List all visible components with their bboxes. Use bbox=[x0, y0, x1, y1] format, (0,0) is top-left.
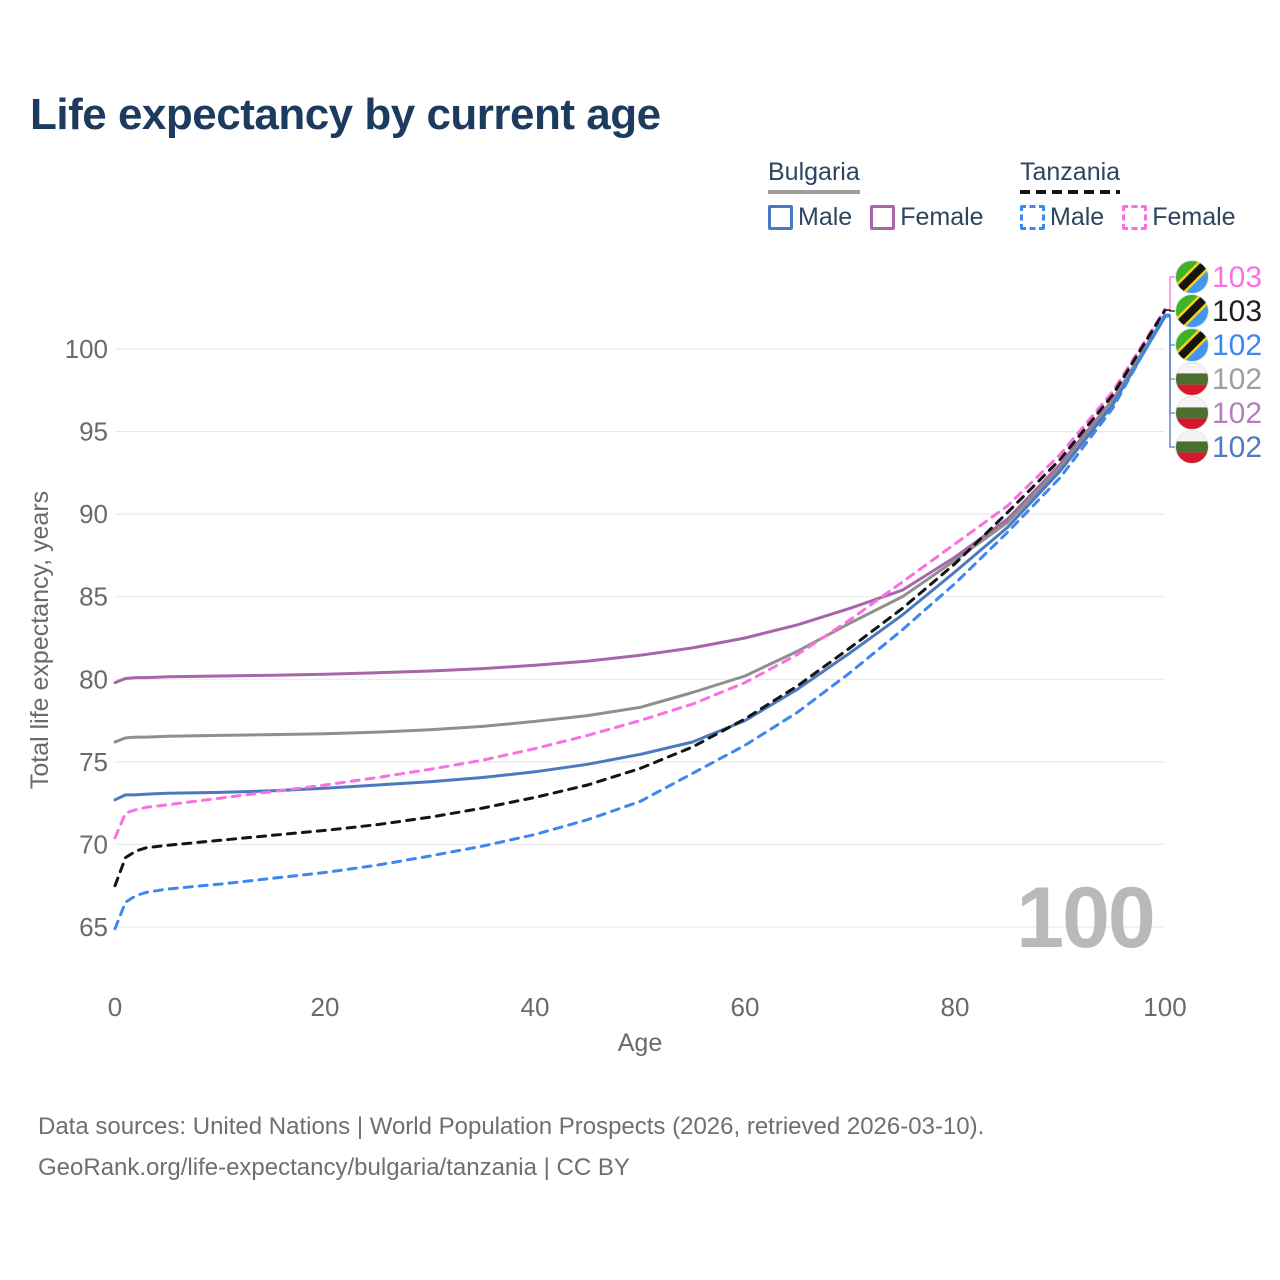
legend-item-bulgaria-male[interactable]: Male bbox=[768, 203, 852, 232]
legend-swatch-bulgaria-female[interactable] bbox=[870, 205, 896, 230]
y-axis-title: Total life expectancy, years bbox=[26, 491, 54, 789]
legend-item-bulgaria-female[interactable]: Female bbox=[870, 203, 984, 232]
age-watermark: 100 bbox=[1016, 870, 1154, 966]
series-line-tanzania-female[interactable] bbox=[113, 307, 1167, 840]
end-value-label-tanzania-female: 103 bbox=[1212, 261, 1262, 294]
legend-label: Female bbox=[1152, 203, 1236, 231]
end-value-label-tanzania-male: 102 bbox=[1212, 329, 1262, 362]
legend-label: Male bbox=[798, 203, 853, 231]
series-line-bulgaria-female[interactable] bbox=[113, 314, 1167, 685]
series-line-tanzania-both-sexes[interactable] bbox=[113, 308, 1167, 888]
legend-swatch-tanzania-male[interactable] bbox=[1020, 205, 1045, 230]
x-tick-label: 0 bbox=[108, 992, 122, 1022]
end-value-label-tanzania-both-sexes: 103 bbox=[1212, 295, 1262, 328]
series-line-tanzania-male[interactable] bbox=[113, 312, 1167, 931]
y-tick-label: 85 bbox=[79, 582, 108, 612]
legend-item-tanzania-male[interactable]: Male bbox=[1020, 203, 1104, 232]
y-tick-label: 75 bbox=[79, 747, 108, 777]
x-tick-label: 80 bbox=[941, 992, 970, 1022]
x-axis-title: Age bbox=[618, 1029, 662, 1057]
chart-title: Life expectancy by current age bbox=[30, 90, 661, 139]
legend-swatch-bulgaria-male[interactable] bbox=[768, 205, 793, 230]
gridlines-group bbox=[115, 348, 1165, 928]
legend-country-tanzania: Tanzania bbox=[1020, 158, 1121, 194]
leader-line bbox=[1165, 316, 1175, 448]
y-tick-label: 100 bbox=[65, 334, 108, 364]
x-tick-label: 100 bbox=[1143, 992, 1186, 1022]
end-value-label-bulgaria-female: 102 bbox=[1212, 397, 1262, 430]
bulgaria-flag-icon bbox=[1175, 430, 1209, 464]
bulgaria-flag-icon bbox=[1175, 396, 1209, 430]
y-tick-label: 70 bbox=[79, 829, 108, 859]
footer-url-line: GeoRank.org/life-expectancy/bulgaria/tan… bbox=[38, 1154, 630, 1181]
leader-line bbox=[1165, 313, 1175, 346]
leader-line bbox=[1165, 276, 1175, 311]
legend-group-bulgaria: Bulgaria Male Female bbox=[768, 158, 984, 232]
legend-country-label: Tanzania bbox=[1020, 158, 1121, 186]
bulgaria-flag-icon bbox=[1175, 362, 1209, 396]
y-tick-label: 65 bbox=[79, 912, 108, 942]
series-line-bulgaria-male[interactable] bbox=[113, 315, 1167, 802]
legend-label: Female bbox=[900, 203, 984, 231]
legend-group-tanzania: Tanzania Male Female bbox=[1020, 158, 1236, 232]
leader-line bbox=[1165, 309, 1175, 312]
tanzania-flag-icon bbox=[1175, 328, 1209, 362]
series-group bbox=[113, 307, 1167, 931]
footer-sources-line: Data sources: United Nations | World Pop… bbox=[38, 1113, 985, 1140]
footer: Data sources: United Nations | World Pop… bbox=[38, 1106, 984, 1188]
end-value-label-bulgaria-both-sexes: 102 bbox=[1212, 363, 1262, 396]
legend-line-sample-solid bbox=[768, 190, 860, 194]
tanzania-flag-icon bbox=[1175, 294, 1209, 328]
y-tick-label: 80 bbox=[79, 664, 108, 694]
legend-item-tanzania-female[interactable]: Female bbox=[1122, 203, 1236, 232]
legend-country-label: Bulgaria bbox=[768, 158, 860, 186]
legend-swatch-tanzania-female[interactable] bbox=[1122, 205, 1148, 230]
legend-label: Male bbox=[1050, 203, 1105, 231]
legend-line-sample-dashed bbox=[1020, 190, 1121, 194]
x-tick-label: 40 bbox=[521, 992, 550, 1022]
x-tick-label: 20 bbox=[311, 992, 340, 1022]
end-value-label-bulgaria-male: 102 bbox=[1212, 431, 1262, 464]
y-tick-label: 90 bbox=[79, 499, 108, 529]
axis-group: 65 70 75 80 85 90 95 100 0 20 40 60 80 100 bbox=[65, 334, 1187, 1022]
legend-country-bulgaria: Bulgaria bbox=[768, 158, 860, 194]
tanzania-flag-icon bbox=[1175, 260, 1209, 294]
y-tick-label: 95 bbox=[79, 417, 108, 447]
x-tick-label: 60 bbox=[731, 992, 760, 1022]
